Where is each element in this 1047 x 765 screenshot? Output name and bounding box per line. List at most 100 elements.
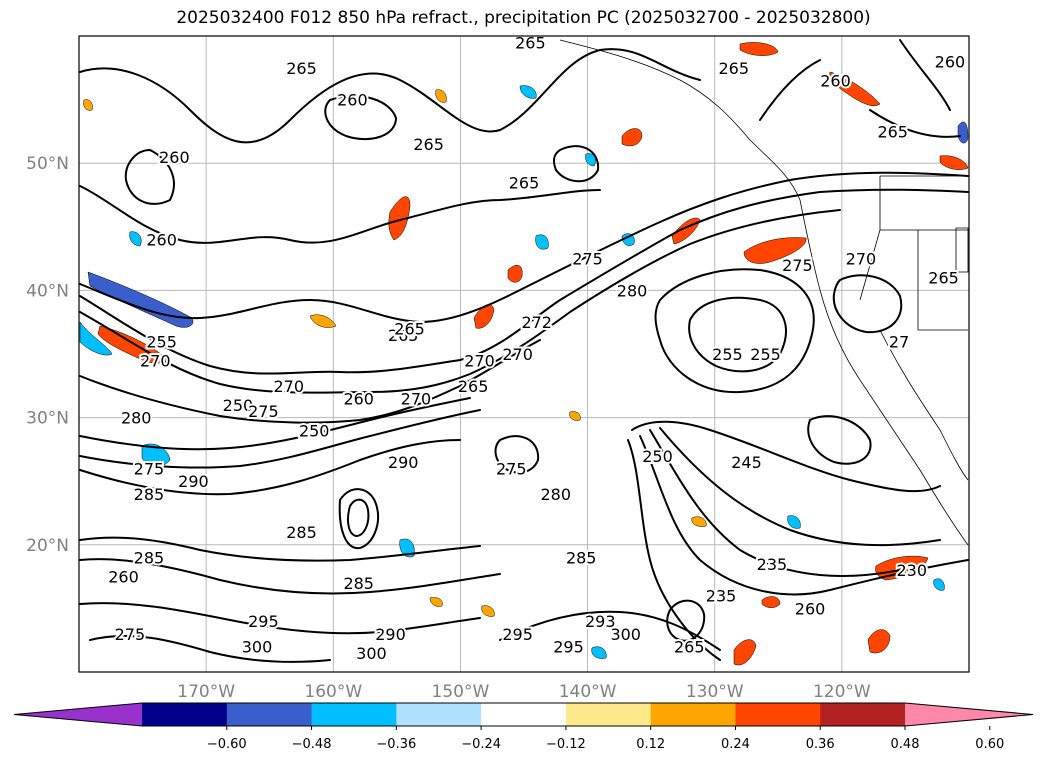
precip-blob (141, 443, 171, 467)
colorbar-segment (565, 703, 652, 726)
contour-value-label: 265 (286, 59, 317, 78)
contour-value-label: 280 (121, 409, 152, 428)
contour-value-label: 280 (617, 281, 648, 300)
contour-value-label: 285 (134, 485, 165, 504)
lon-tick-label: 150°W (432, 682, 490, 702)
contour-value-label: 295 (502, 625, 533, 644)
contour-value-label: 295 (553, 638, 584, 657)
contour-line (124, 149, 175, 205)
contour-line (347, 498, 370, 537)
contour-value-label: 27 (889, 332, 909, 351)
contour-value-label: 270 (846, 250, 877, 269)
contour-value-label: 265 (674, 638, 705, 657)
colorbar-tick-label: −0.60 (207, 737, 247, 752)
contour-value-label: 230 (897, 561, 928, 580)
colorbar-tick-label: 0.48 (891, 737, 920, 752)
precip-blob (519, 85, 537, 99)
contour-line (631, 420, 941, 493)
map-frame (78, 35, 970, 673)
contour-line (666, 599, 706, 642)
colorbar-segment (820, 703, 906, 726)
contour-line (649, 429, 901, 577)
contour-labels: 2652652602602652652652602602652702752652… (106, 36, 967, 665)
lat-tick-label: 40°N (26, 281, 69, 301)
contour-value-label: 260 (343, 390, 374, 409)
state-border (859, 229, 881, 301)
precip-blob (129, 231, 142, 247)
precip-blob (739, 42, 779, 56)
precip-blob (79, 321, 113, 356)
precip-blob (507, 264, 523, 283)
colorbar-segment (142, 703, 228, 726)
contour-value-label: 255 (750, 345, 781, 364)
contour-value-label: 290 (178, 472, 209, 491)
precip-blob (97, 325, 167, 364)
precip-blob (743, 237, 807, 264)
contour-value-label: 285 (134, 549, 165, 568)
contour-value-label: 293 (585, 612, 616, 631)
contour-value-label: 255 (712, 345, 743, 364)
contour-value-label: 280 (541, 485, 572, 504)
contour-value-label: 290 (375, 625, 406, 644)
contour-line (659, 427, 941, 547)
lat-tick-label: 20°N (26, 536, 69, 556)
precip-blob (957, 121, 969, 144)
precip-blob (388, 196, 411, 241)
precip-blob (399, 538, 415, 558)
contour-line (759, 59, 821, 121)
colorbar-tick-label: −0.12 (546, 737, 586, 752)
precip-blob (535, 234, 549, 250)
contour-value-label: 285 (343, 574, 374, 593)
contour-line (79, 339, 541, 424)
contour-value-label: 250 (642, 447, 673, 466)
precip-blob (481, 605, 495, 617)
contour-line (79, 171, 969, 323)
colorbar-segment (735, 703, 821, 726)
contour-line (79, 536, 481, 562)
map-background (79, 36, 969, 672)
contour-line (79, 558, 501, 595)
precip-blob (621, 233, 635, 246)
contour-value-label: 245 (731, 453, 762, 472)
precip-blob (867, 629, 891, 654)
colorbar-tick-label: −0.36 (376, 737, 416, 752)
refractivity-contours (79, 39, 969, 663)
colorbar-outline (13, 702, 1034, 727)
contour-value-label: 265 (394, 320, 425, 339)
north-america-coastline (559, 39, 969, 546)
contour-value-label: 260 (146, 231, 177, 250)
contour-value-label: 260 (159, 148, 190, 167)
lat-tick-label: 30°N (26, 409, 69, 429)
latitude-labels: 20°N 30°N 40°N 50°N (26, 154, 69, 556)
contour-value-label: 265 (719, 59, 750, 78)
contour-line (89, 634, 331, 663)
lon-tick-label: 130°W (686, 682, 744, 702)
contour-value-label: 250 (223, 396, 254, 415)
contour-value-label: 235 (757, 555, 788, 574)
colorbar-tick-label: 0.60 (975, 737, 1004, 752)
contour-line (688, 296, 787, 373)
map-title: 2025032400 F012 850 hPa refract., precip… (176, 8, 871, 28)
contour-value-label: 300 (356, 644, 387, 663)
contour-value-label: 300 (242, 638, 273, 657)
lon-tick-label: 140°W (559, 682, 617, 702)
contour-line (79, 439, 461, 496)
contour-line (552, 145, 600, 183)
contour-value-label: 275 (248, 402, 279, 421)
precip-blob (83, 99, 93, 111)
contour-value-label: 275 (115, 625, 146, 644)
contour-value-label: 265 (413, 135, 444, 154)
contour-value-label: 260 (795, 599, 826, 618)
precip-blob (787, 515, 801, 529)
contour-line (494, 435, 540, 474)
contour-line (338, 488, 379, 550)
contour-line (899, 39, 951, 111)
colorbar-segment (311, 703, 397, 726)
contour-value-label: 265 (458, 377, 489, 396)
contour-line (324, 95, 397, 141)
coastlines (559, 39, 969, 546)
colorbar: −0.60 −0.48 −0.36 −0.24 −0.12 0.12 0.24 0.36 0.4… (13, 702, 1034, 752)
contour-value-label: 260 (108, 568, 139, 587)
lat-tick-label: 50°N (26, 154, 69, 174)
contour-value-label: 275 (572, 250, 603, 269)
